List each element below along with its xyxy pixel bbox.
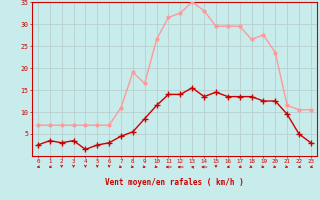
X-axis label: Vent moyen/en rafales ( km/h ): Vent moyen/en rafales ( km/h ) <box>105 178 244 187</box>
